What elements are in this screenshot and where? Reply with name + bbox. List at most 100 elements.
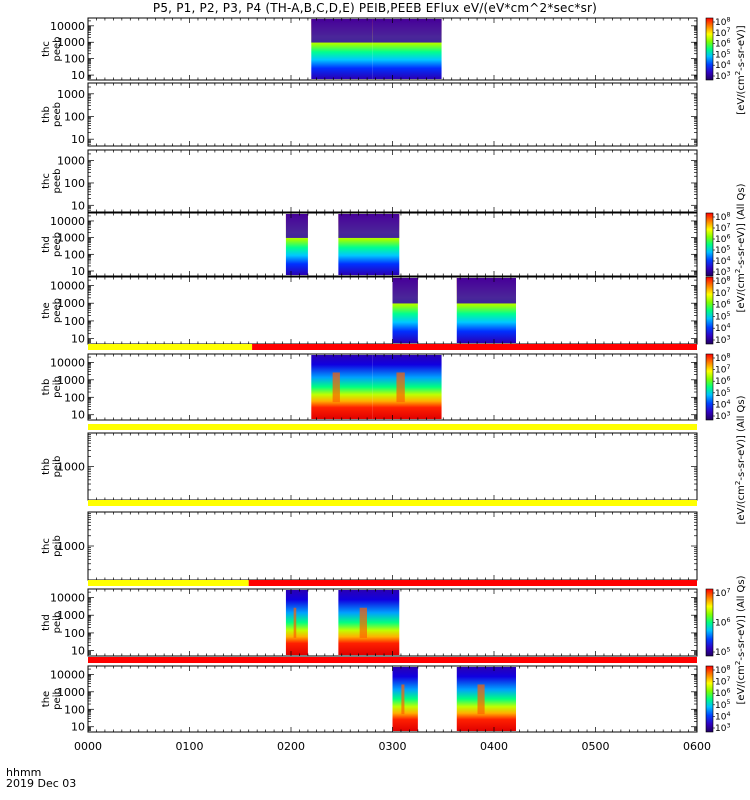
panel-frame	[87, 82, 698, 147]
spectrogram-low-flux	[372, 19, 442, 43]
time-axis-label: hhmm	[6, 766, 42, 779]
colorbar-tick-label: 104	[715, 255, 730, 267]
colorbar-unit-label: [eV/(cm2-s-sr-eV)] (All Qs)	[734, 575, 747, 704]
y-tick-label: 100	[64, 627, 85, 640]
colorbar-unit-label: [eV/(cm2-s-sr-eV)] (All Qs)	[734, 183, 747, 312]
y-axis-label: thdpeeb	[41, 232, 63, 257]
spectrogram-block	[392, 667, 418, 731]
y-tick-label: 10	[71, 409, 85, 422]
colorbar-tick-label: 106	[715, 376, 730, 388]
colorbar-tick-label: 108	[715, 16, 730, 28]
colorbar-tick-label: 106	[715, 688, 730, 700]
y-tick-label: 1000	[57, 686, 85, 699]
flag-bar	[88, 580, 698, 586]
y-axis-label: thcpeeb	[41, 169, 63, 194]
colorbar-tick-label: 107	[715, 222, 730, 234]
flag-bar	[88, 657, 697, 663]
x-tick-label: 0600	[683, 740, 711, 753]
page-title: P5, P1, P2, P3, P4 (TH-A,B,C,D,E) PEIB,P…	[152, 1, 598, 15]
y-tick-label: 100	[64, 315, 85, 328]
spectrogram-block	[456, 667, 516, 731]
colorbar-tick-label: 105	[715, 244, 730, 256]
y-axis-label: thbpeib	[41, 376, 63, 398]
colorbar-tick-label: 103	[715, 334, 730, 346]
y-tick-label: 100	[64, 391, 85, 404]
colorbar-tick-label: 104	[715, 711, 730, 723]
y-axis-label: thepeib	[41, 688, 63, 710]
colorbar-tick-label: 106	[715, 299, 730, 311]
colorbar-tick-label: 107	[715, 287, 730, 299]
y-tick-label: 1000	[57, 88, 85, 101]
colorbar-tick-label: 107	[715, 27, 730, 39]
spectrogram-peak	[477, 684, 485, 715]
flag-bar	[88, 424, 697, 430]
y-tick-label: 1000	[57, 36, 85, 49]
colorbar-tick-label: 106	[715, 38, 730, 50]
y-tick-label: 1000	[57, 155, 85, 168]
colorbar-tick-label: 105	[715, 699, 730, 711]
y-tick-label: 10	[71, 265, 85, 278]
flag-segment-red	[252, 344, 697, 350]
spectrogram-peak	[396, 372, 405, 403]
spectrogram-peak	[359, 607, 367, 638]
colorbar-tick-label: 108	[715, 664, 730, 676]
y-tick-label: 10000	[50, 591, 85, 604]
y-tick-label: 1000	[57, 374, 85, 387]
y-tick-label: 10	[71, 645, 85, 658]
y-axis-label: thbpeib	[41, 456, 63, 478]
x-tick-label: 0100	[176, 740, 204, 753]
colorbar-tick-label: 104	[715, 399, 730, 411]
colorbar-tick-label: 103	[715, 70, 730, 82]
spectrogram-peak	[332, 372, 340, 403]
colorbar-tick-label: 107	[715, 676, 730, 688]
colorbar-tick-label: 105	[715, 387, 730, 399]
colorbar-tick-label: 108	[715, 352, 730, 364]
y-tick-label: 10000	[50, 279, 85, 292]
y-axis-label: thcpeib	[41, 535, 63, 557]
y-tick-label: 10000	[50, 20, 85, 33]
y-tick-label: 1000	[57, 609, 85, 622]
x-tick-label: 0300	[379, 740, 407, 753]
colorbar-tick-label: 103	[715, 266, 730, 278]
colorbar-tick-label: 103	[715, 410, 730, 422]
colorbar-tick-label: 107	[715, 364, 730, 376]
y-tick-label: 10	[71, 69, 85, 82]
panel-frame	[87, 149, 698, 213]
x-tick-label: 0200	[277, 740, 305, 753]
panel-9: 10 100 1000 10000 thdpeib 105 106 107	[41, 587, 730, 658]
spectrogram-peak	[293, 607, 297, 638]
y-tick-label: 100	[64, 703, 85, 716]
colorbar-tick-label: 106	[715, 233, 730, 245]
y-tick-label: 10	[71, 133, 85, 146]
x-tick-label: 0400	[480, 740, 508, 753]
y-tick-label: 10000	[50, 215, 85, 228]
y-tick-label: 100	[64, 53, 85, 66]
spectrogram-low-flux	[456, 278, 516, 304]
flag-bar	[88, 500, 697, 506]
colorbar-tick-label: 104	[715, 323, 730, 335]
colorbar-tick-label: 108	[715, 275, 730, 287]
flag-segment-yellow	[88, 500, 697, 506]
flag-segment-yellow	[88, 580, 249, 586]
y-tick-label: 1000	[57, 232, 85, 245]
spectrogram-low-flux	[285, 214, 308, 238]
y-tick-label: 10	[71, 199, 85, 212]
colorbar-tick-label: 106	[715, 617, 730, 629]
y-tick-label: 100	[64, 177, 85, 190]
x-tick-label: 0000	[74, 740, 102, 753]
flag-segment-red	[248, 580, 698, 586]
y-tick-label: 1000	[57, 297, 85, 310]
flag-segment-yellow	[88, 424, 697, 430]
colorbar: 105 106 107	[705, 587, 730, 658]
spectrogram-block	[338, 590, 400, 655]
spectrogram-peak	[401, 684, 405, 715]
